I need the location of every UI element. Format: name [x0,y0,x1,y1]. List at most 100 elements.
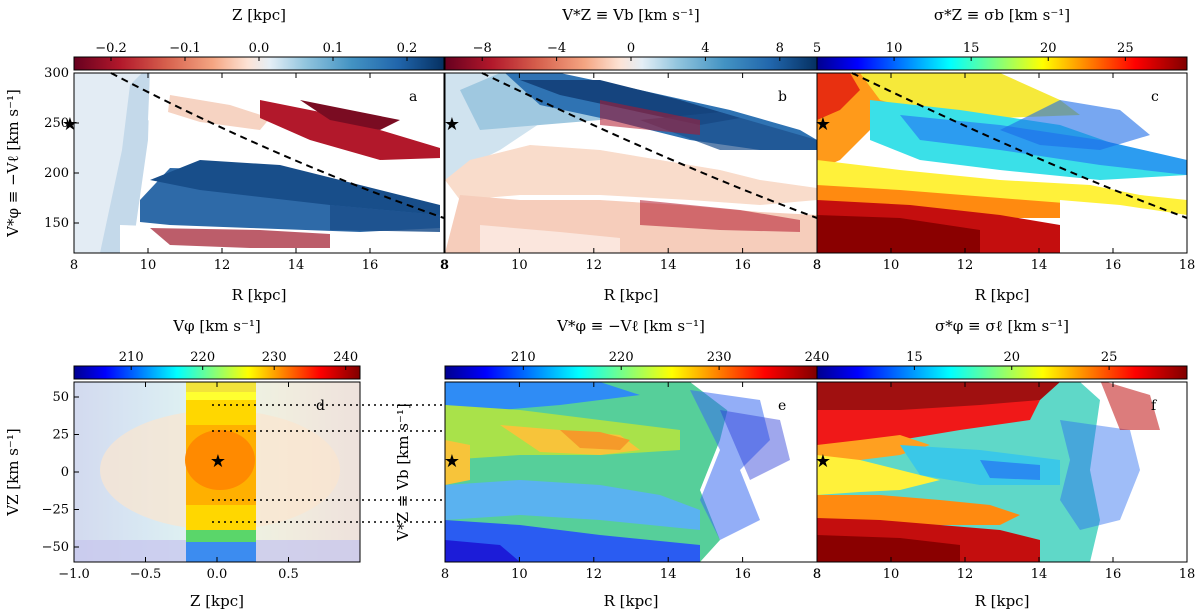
panel-b-label: b [778,89,787,105]
panel-e-xtick-label: 16 [734,567,751,582]
panel-f-xtick-label: 14 [1031,567,1048,582]
panel-d-ylabel: VZ [km s⁻¹] [4,428,22,516]
panel-a-xtick-label: 14 [288,258,305,273]
panel-d: ★ d −1.0 −0.5 0.0 0.5 50 25 0 −25 −50 [42,381,361,582]
panel-e: ★ e 8 10 12 14 16 8 [441,381,821,582]
panel-b: ★ b 8 10 12 14 16 8 [441,72,821,273]
panel-c-label: c [1151,89,1159,105]
colorbar-d: Vφ [km s⁻¹] 210 220 230 240 [73,317,361,380]
panel-d-xtick-label: −1.0 [58,567,90,582]
colorbar-c-tick-label: 15 [963,41,980,56]
panel-d-xtick-label: 0.0 [207,567,228,582]
panel-a-xtick-label: 8 [70,258,78,273]
colorbar-e-tick-label: 220 [609,350,634,365]
panel-d-ytick-label: −25 [42,503,69,518]
sun-marker-e: ★ [444,451,460,472]
panel-b-xtick-label: 12 [586,258,603,273]
colorbar-a-tick-label: 0.1 [323,41,344,56]
colorbar-d-tick-label: 230 [262,350,287,365]
panel-e-xtick-label: 10 [511,567,528,582]
panel-e-xtick-label: 8 [813,567,821,582]
panel-a-xtick-label: 10 [140,258,157,273]
colorbar-d-tick-label: 220 [190,350,215,365]
panel-a-xlabel: R [kpc] [232,286,287,304]
colorbar-a-tick-label: −0.1 [169,41,201,56]
colorbar-e-tick-label: 230 [707,350,732,365]
panel-d-ytick-label: 0 [61,465,69,480]
panel-a-ylabel: V*φ ≡ −Vℓ [km s⁻¹] [4,89,22,238]
panel-f-xlabel: R [kpc] [975,592,1030,610]
panel-b-xtick-label: 14 [660,258,677,273]
panel-f-label: f [1151,398,1158,414]
colorbar-b-tick-label: −4 [547,41,566,56]
colorbar-a-tick-label: 0.0 [249,41,270,56]
panel-d-ytick-label: −50 [42,540,69,555]
colorbar-c-tick-label: 20 [1040,41,1057,56]
panel-b-xtick-label: 16 [734,258,751,273]
panel-d-ytick-label: 25 [52,428,69,443]
panel-c-xtick-label: 14 [1031,258,1048,273]
panel-a-xtick-label: 12 [214,258,231,273]
panel-c-xtick-label: 8 [813,258,821,273]
panel-e-ylabel: V*Z ≡ Vb [km s⁻¹] [394,403,412,541]
panel-f: ★ f 8 10 12 14 16 18 [813,381,1196,582]
colorbar-d-title: Vφ [km s⁻¹] [172,317,261,335]
panel-c-xtick-label: 16 [1105,258,1122,273]
panel-e-xlabel: R [kpc] [604,592,659,610]
panel-c: ★ c 8 10 12 14 16 18 [813,72,1196,273]
sun-marker-f: ★ [815,451,831,472]
panel-f-xtick-label: 8 [813,567,821,582]
colorbar-e-tick-label: 210 [511,350,536,365]
sun-marker-b: ★ [444,114,460,135]
panel-d-ytick-label: 50 [52,390,69,405]
panel-a-xtick-label: 8 [440,258,448,273]
panel-b-xtick-label: 8 [441,258,449,273]
colorbar-b-title: V*Z ≡ Vb [km s⁻¹] [561,6,699,24]
panel-d-label: d [316,398,325,414]
panel-f-xtick-label: 16 [1105,567,1122,582]
panel-e-xtick-label: 12 [586,567,603,582]
panel-c-xtick-label: 10 [883,258,900,273]
panel-a-ytick-label: 300 [44,66,69,81]
colorbar-e-title: V*φ ≡ −Vℓ [km s⁻¹] [556,317,705,335]
colorbar-c-title: σ*Z ≡ σb [km s⁻¹] [934,6,1070,24]
colorbar-b-tick-label: 0 [627,41,635,56]
panel-f-xtick-label: 12 [957,567,974,582]
panel-f-xtick-label: 10 [883,567,900,582]
panel-c-xtick-label: 12 [957,258,974,273]
panel-a-dashed-curve [110,72,445,219]
colorbar-e-tick-label: 240 [805,350,830,365]
panel-b-xlabel: R [kpc] [604,286,659,304]
panel-e-label: e [778,398,786,414]
colorbar-d-tick-label: 240 [333,350,358,365]
colorbar-f-tick-label: 15 [906,350,923,365]
colorbar-a-tick-label: −0.2 [95,41,127,56]
colorbar-b-tick-label: 8 [776,41,784,56]
panel-e-xtick-label: 8 [441,567,449,582]
sun-marker-c: ★ [815,114,831,135]
panel-c-dashed-curve [851,72,1188,219]
colorbar-a: Z [kpc] −0.2 −0.1 0.0 0.1 0.2 [73,6,445,71]
panel-c-xtick-label: 18 [1179,258,1196,273]
colorbar-f-title: σ*φ ≡ σℓ [km s⁻¹] [935,317,1069,335]
panel-d-xlabel: Z [kpc] [190,592,244,610]
colorbar-c: σ*Z ≡ σb [km s⁻¹] 5 10 15 20 25 [813,6,1188,71]
colorbar-d-tick-label: 210 [119,350,144,365]
colorbar-f-tick-label: 20 [1003,350,1020,365]
panel-d-xtick-label: −0.5 [130,567,162,582]
panel-b-dashed-curve [481,72,818,219]
colorbar-b-tick-label: 4 [701,41,709,56]
colorbar-f-tick-label: 25 [1101,350,1118,365]
colorbar-c-tick-label: 5 [813,41,821,56]
panel-a-xtick-label: 16 [362,258,379,273]
panel-b-xtick-label: 10 [511,258,528,273]
sun-marker-d: ★ [210,451,226,472]
panel-a-ytick-label: 250 [44,116,69,131]
panel-c-xlabel: R [kpc] [975,286,1030,304]
panel-f-xtick-label: 18 [1179,567,1196,582]
colorbar-b-tick-label: −8 [473,41,492,56]
panel-a-ytick-label: 200 [44,166,69,181]
colorbar-a-tick-label: 0.2 [397,41,418,56]
